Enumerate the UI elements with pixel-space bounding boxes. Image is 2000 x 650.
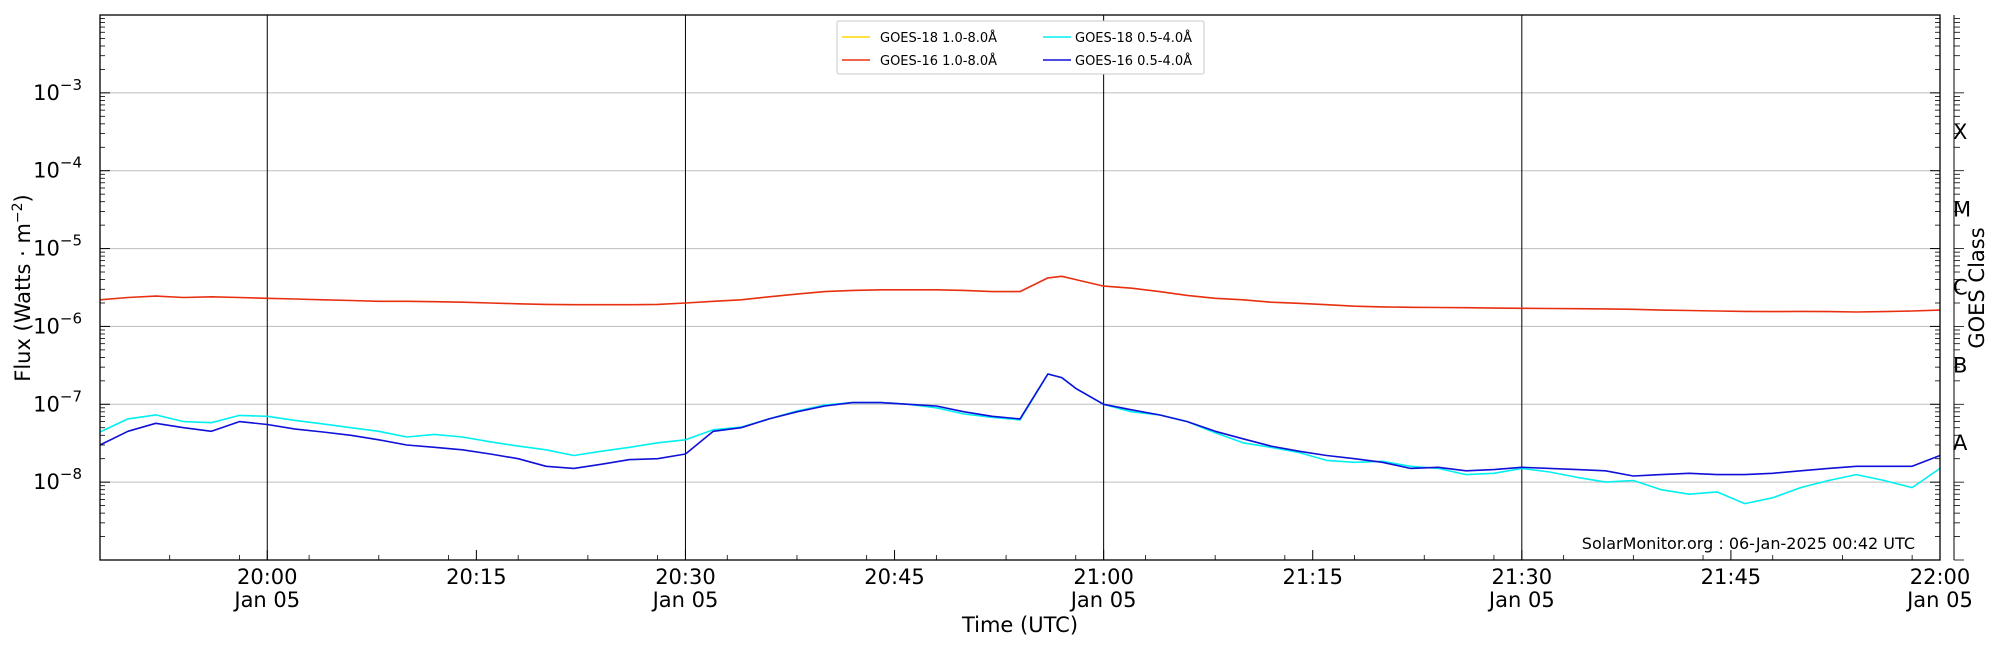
y-tick-label: 10−5 [33,232,82,261]
y-tick-label: 10−6 [33,309,82,338]
x-tick-label: 20:15 [446,565,507,589]
x-tick-date-label: Jan 05 [1905,588,1973,612]
series-line-2 [99,373,1941,477]
x-tick-label: 21:00 [1073,565,1134,589]
data-series [99,275,1941,505]
goes-class-label: X [1953,120,1967,144]
y-tick-label: 10−8 [33,465,82,494]
x-tick-label: 21:15 [1282,565,1343,589]
legend-label-goes16-long: GOES-16 1.0-8.0Å [880,53,997,69]
goes-class-label: M [1953,198,1971,222]
goes-class-label: A [1953,431,1968,455]
plot-background [100,15,1940,560]
legend: GOES-18 1.0-8.0Å GOES-16 1.0-8.0Å GOES-1… [836,20,1205,75]
plot-frame [99,14,1941,561]
goes-class-axis-title: GOES Class [1965,227,1989,348]
y-tick-label: 10−3 [33,76,82,105]
y-axis-ticks: 10−8 10−7 10−6 10−5 10−4 10−3 [33,18,1940,537]
x-tick-date-label: Jan 05 [1069,588,1137,612]
x-tick-label: 20:45 [864,565,925,589]
x-tick-label: 21:45 [1701,565,1762,589]
y-axis-title: Flux (Watts · m−2) [10,194,35,382]
grid-lines [100,92,1940,483]
goes-class-axis: A B C M X [1953,15,1971,561]
credit-text: SolarMonitor.org : 06-Jan-2025 00:42 UTC [1582,534,1915,553]
goes-class-label: C [1953,276,1968,300]
x-tick-date-label: Jan 05 [1487,588,1555,612]
goes-class-label: B [1953,353,1967,377]
x-tick-date-label: Jan 05 [232,588,300,612]
series-line-0 [99,275,1941,313]
x-tick-label: 22:00 [1910,565,1971,589]
x-tick-label: 21:30 [1492,565,1553,589]
x-tick-label: 20:30 [655,565,716,589]
legend-box [836,20,1205,75]
legend-label-goes16-short: GOES-16 0.5-4.0Å [1075,53,1192,69]
x-tick-date-label: Jan 05 [651,588,719,612]
x-tick-label: 20:00 [237,565,298,589]
y-tick-label: 10−7 [33,387,82,416]
y-tick-label: 10−4 [33,154,82,183]
x-axis-title: Time (UTC) [961,613,1078,637]
legend-label-goes18-long: GOES-18 1.0-8.0Å [880,30,997,46]
legend-label-goes18-short: GOES-18 0.5-4.0Å [1075,30,1192,46]
